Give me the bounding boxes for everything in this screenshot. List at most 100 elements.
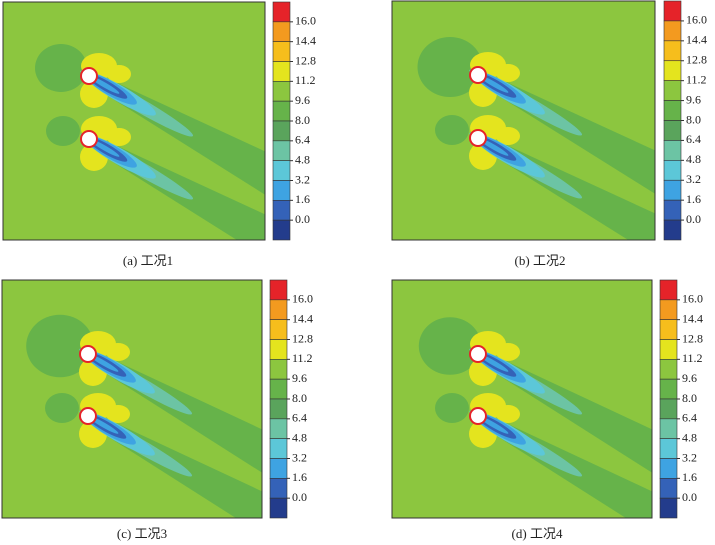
upstream-zone <box>418 317 482 375</box>
panel <box>1 279 263 519</box>
colorbar: 16.0 14.4 12.8 11.2 9.6 8.0 6.4 4.8 3.2 1.6 0.0 <box>272 1 316 241</box>
colorbar-label: 12.8 <box>682 331 703 345</box>
colorbar-box <box>269 478 288 499</box>
colorbar-label: 0.0 <box>686 212 701 226</box>
colorbar-box <box>269 438 288 459</box>
colorbar-label: 4.8 <box>686 152 701 166</box>
colorbar-box <box>659 319 678 340</box>
colorbar-label: 4.8 <box>295 152 310 166</box>
lobe <box>107 65 131 83</box>
colorbar-label: 16.0 <box>682 292 703 306</box>
colorbar-label: 12.8 <box>686 53 707 67</box>
colorbar: 16.0 14.4 12.8 11.2 9.6 8.0 6.4 4.8 3.2 1.6 0.0 <box>269 279 313 519</box>
wake-core <box>88 354 119 372</box>
colorbar-label: 1.6 <box>295 192 310 206</box>
colorbar-box <box>659 497 678 519</box>
lobe <box>496 127 520 145</box>
wake-core <box>478 138 509 156</box>
colorbar-box <box>269 299 288 320</box>
colorbar-box <box>272 120 291 142</box>
caption: (c) 工况3 <box>117 526 167 541</box>
upstream-zone <box>35 44 87 92</box>
lobe <box>107 128 131 146</box>
wake-core <box>88 416 119 434</box>
colorbar-label: 6.4 <box>292 411 307 425</box>
frame <box>2 1 266 241</box>
colorbar-box <box>659 378 678 400</box>
upstream-zone <box>26 314 94 378</box>
colorbar-label: 1.6 <box>686 192 701 206</box>
colorbar-label: 9.6 <box>295 93 310 107</box>
colorbar-label: 1.6 <box>292 470 307 484</box>
colorbar-label: 6.4 <box>682 411 697 425</box>
colorbar-box <box>663 40 682 62</box>
colorbar-label: 11.2 <box>292 351 313 365</box>
frame <box>1 279 263 519</box>
colorbar-box <box>663 140 682 161</box>
colorbar-box <box>269 398 288 420</box>
colorbar-box <box>272 180 291 201</box>
colorbar-box <box>663 100 682 121</box>
cylinder <box>469 407 487 425</box>
colorbar-box <box>663 60 682 81</box>
wake-core <box>89 139 120 157</box>
panel <box>391 279 653 519</box>
wake-core <box>478 75 509 93</box>
colorbar-box <box>663 120 682 141</box>
colorbar-box <box>659 438 678 459</box>
colorbar-label: 3.2 <box>686 172 701 186</box>
colorbar-box <box>272 81 291 102</box>
colorbar-label: 12.8 <box>292 331 313 345</box>
colorbar-label: 8.0 <box>292 391 307 405</box>
colorbar-label: 11.2 <box>682 351 703 365</box>
colorbar-label: 8.0 <box>295 113 310 127</box>
colorbar: 16.0 14.4 12.8 11.2 9.6 8.0 6.4 4.8 3.2 1.6 0.0 <box>659 279 703 519</box>
colorbar-label: 0.0 <box>682 490 697 504</box>
colorbar-box <box>663 199 682 221</box>
colorbar-box <box>659 478 678 499</box>
colorbar-label: 6.4 <box>686 132 701 146</box>
frame <box>391 0 656 241</box>
colorbar-box <box>272 1 291 23</box>
colorbar-box <box>659 359 678 380</box>
cylinder <box>469 66 487 84</box>
colorbar-box <box>663 0 682 22</box>
wake-core <box>478 354 509 372</box>
cylinder <box>469 345 487 363</box>
colorbar-label: 0.0 <box>292 490 307 504</box>
upstream-zone <box>46 116 80 146</box>
colorbar-box <box>269 339 288 360</box>
colorbar-label: 9.6 <box>686 92 701 106</box>
lobe <box>496 64 520 82</box>
lobe <box>496 405 520 423</box>
upstream-zone <box>435 115 469 145</box>
colorbar-label: 8.0 <box>686 112 701 126</box>
panel <box>391 0 656 241</box>
upstream-zone <box>45 393 79 423</box>
colorbar-box <box>663 80 682 101</box>
colorbar-label: 16.0 <box>292 292 313 306</box>
field <box>392 1 655 240</box>
colorbar-label: 0.0 <box>295 212 310 226</box>
wake-core <box>478 416 509 434</box>
colorbar-box <box>269 418 288 439</box>
colorbar-label: 9.6 <box>682 371 697 385</box>
cylinder <box>79 345 97 363</box>
colorbar: 16.0 14.4 12.8 11.2 9.6 8.0 6.4 4.8 3.2 1.6 0.0 <box>663 0 707 241</box>
colorbar-box <box>272 219 291 241</box>
colorbar-label: 8.0 <box>682 391 697 405</box>
colorbar-box <box>659 299 678 320</box>
colorbar-box <box>659 339 678 360</box>
field <box>2 280 262 518</box>
colorbar-box <box>659 458 678 479</box>
colorbar-label: 3.2 <box>295 172 310 186</box>
colorbar-label: 16.0 <box>686 13 707 27</box>
frame <box>391 279 653 519</box>
cylinder <box>80 67 98 85</box>
lobe <box>106 405 130 423</box>
panel <box>2 1 266 241</box>
caption: (d) 工况4 <box>512 526 563 541</box>
colorbar-box <box>663 20 682 42</box>
cylinder <box>79 407 97 425</box>
